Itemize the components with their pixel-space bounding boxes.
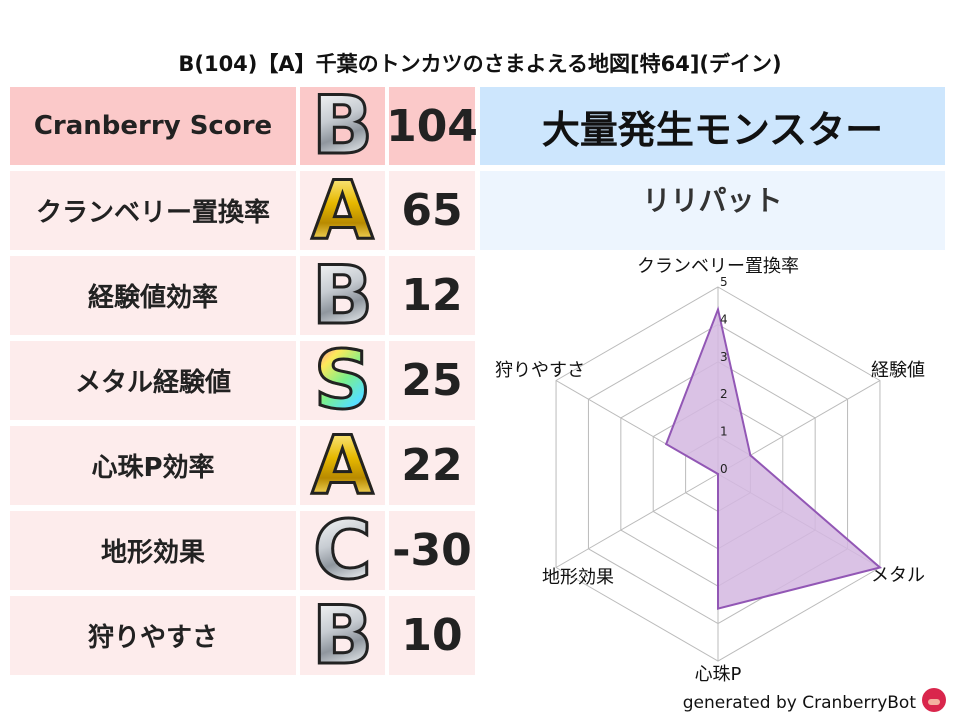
row-label: Cranberry Score (10, 87, 296, 165)
row-score: 12 (389, 256, 475, 335)
data-point (717, 308, 719, 311)
row-label: 心珠P効率 (10, 426, 296, 505)
tick-label: 2 (720, 387, 728, 401)
tick-label: 4 (720, 312, 728, 326)
footer-credit: generated by CranberryBot (682, 693, 916, 713)
grade-letter-icon: S (312, 333, 373, 427)
row-grade: A (300, 418, 385, 512)
row-grade: B (300, 79, 385, 172)
grade-letter-icon: A (310, 418, 375, 512)
grade-letter-icon: B (311, 248, 375, 342)
grade-letter-icon: A (310, 163, 375, 257)
row-label: メタル経験値 (10, 341, 296, 420)
data-point (749, 454, 752, 457)
tick-label: 1 (720, 425, 728, 439)
axis-label: 地形効果 (542, 567, 614, 588)
data-point (665, 443, 668, 446)
axis-label: クランベリー置換率 (637, 256, 799, 277)
row-score: 10 (389, 596, 475, 675)
row-score: 22 (389, 426, 475, 505)
axis-label: メタル (871, 565, 925, 586)
monster-name: リリパット (480, 171, 945, 250)
data-point (878, 566, 881, 569)
grade-letter-icon: B (311, 588, 375, 682)
data-point (717, 473, 719, 475)
row-score: -30 (389, 511, 475, 590)
row-label: 経験値効率 (10, 256, 296, 335)
page-title: B(104)【A】千葉のトンカツのさまよえる地図[特64](デイン) (178, 52, 782, 76)
cranberry-bot-icon (922, 688, 946, 712)
grade-letter-icon: B (311, 79, 375, 172)
row-grade: S (300, 333, 385, 427)
grid-spoke (555, 473, 719, 568)
tick-label: 3 (720, 350, 728, 364)
tick-label: 5 (720, 275, 728, 289)
tick-label: 0 (720, 462, 728, 476)
row-label: 地形効果 (10, 511, 296, 590)
axis-label: 狩りやすさ (495, 360, 585, 381)
row-label: 狩りやすさ (10, 596, 296, 675)
row-score: 25 (389, 341, 475, 420)
row-grade: C (300, 503, 385, 597)
row-grade: A (300, 163, 385, 257)
axis-label: 経験値 (871, 360, 925, 381)
monster-header: 大量発生モンスター (480, 87, 945, 165)
data-point (717, 607, 719, 610)
row-grade: B (300, 248, 385, 342)
grade-letter-icon: C (312, 503, 374, 597)
axis-label: 心珠P (695, 664, 742, 685)
row-label: クランベリー置換率 (10, 171, 296, 250)
row-score: 104 (386, 87, 478, 165)
row-score: 65 (389, 171, 475, 250)
row-grade: B (300, 588, 385, 682)
